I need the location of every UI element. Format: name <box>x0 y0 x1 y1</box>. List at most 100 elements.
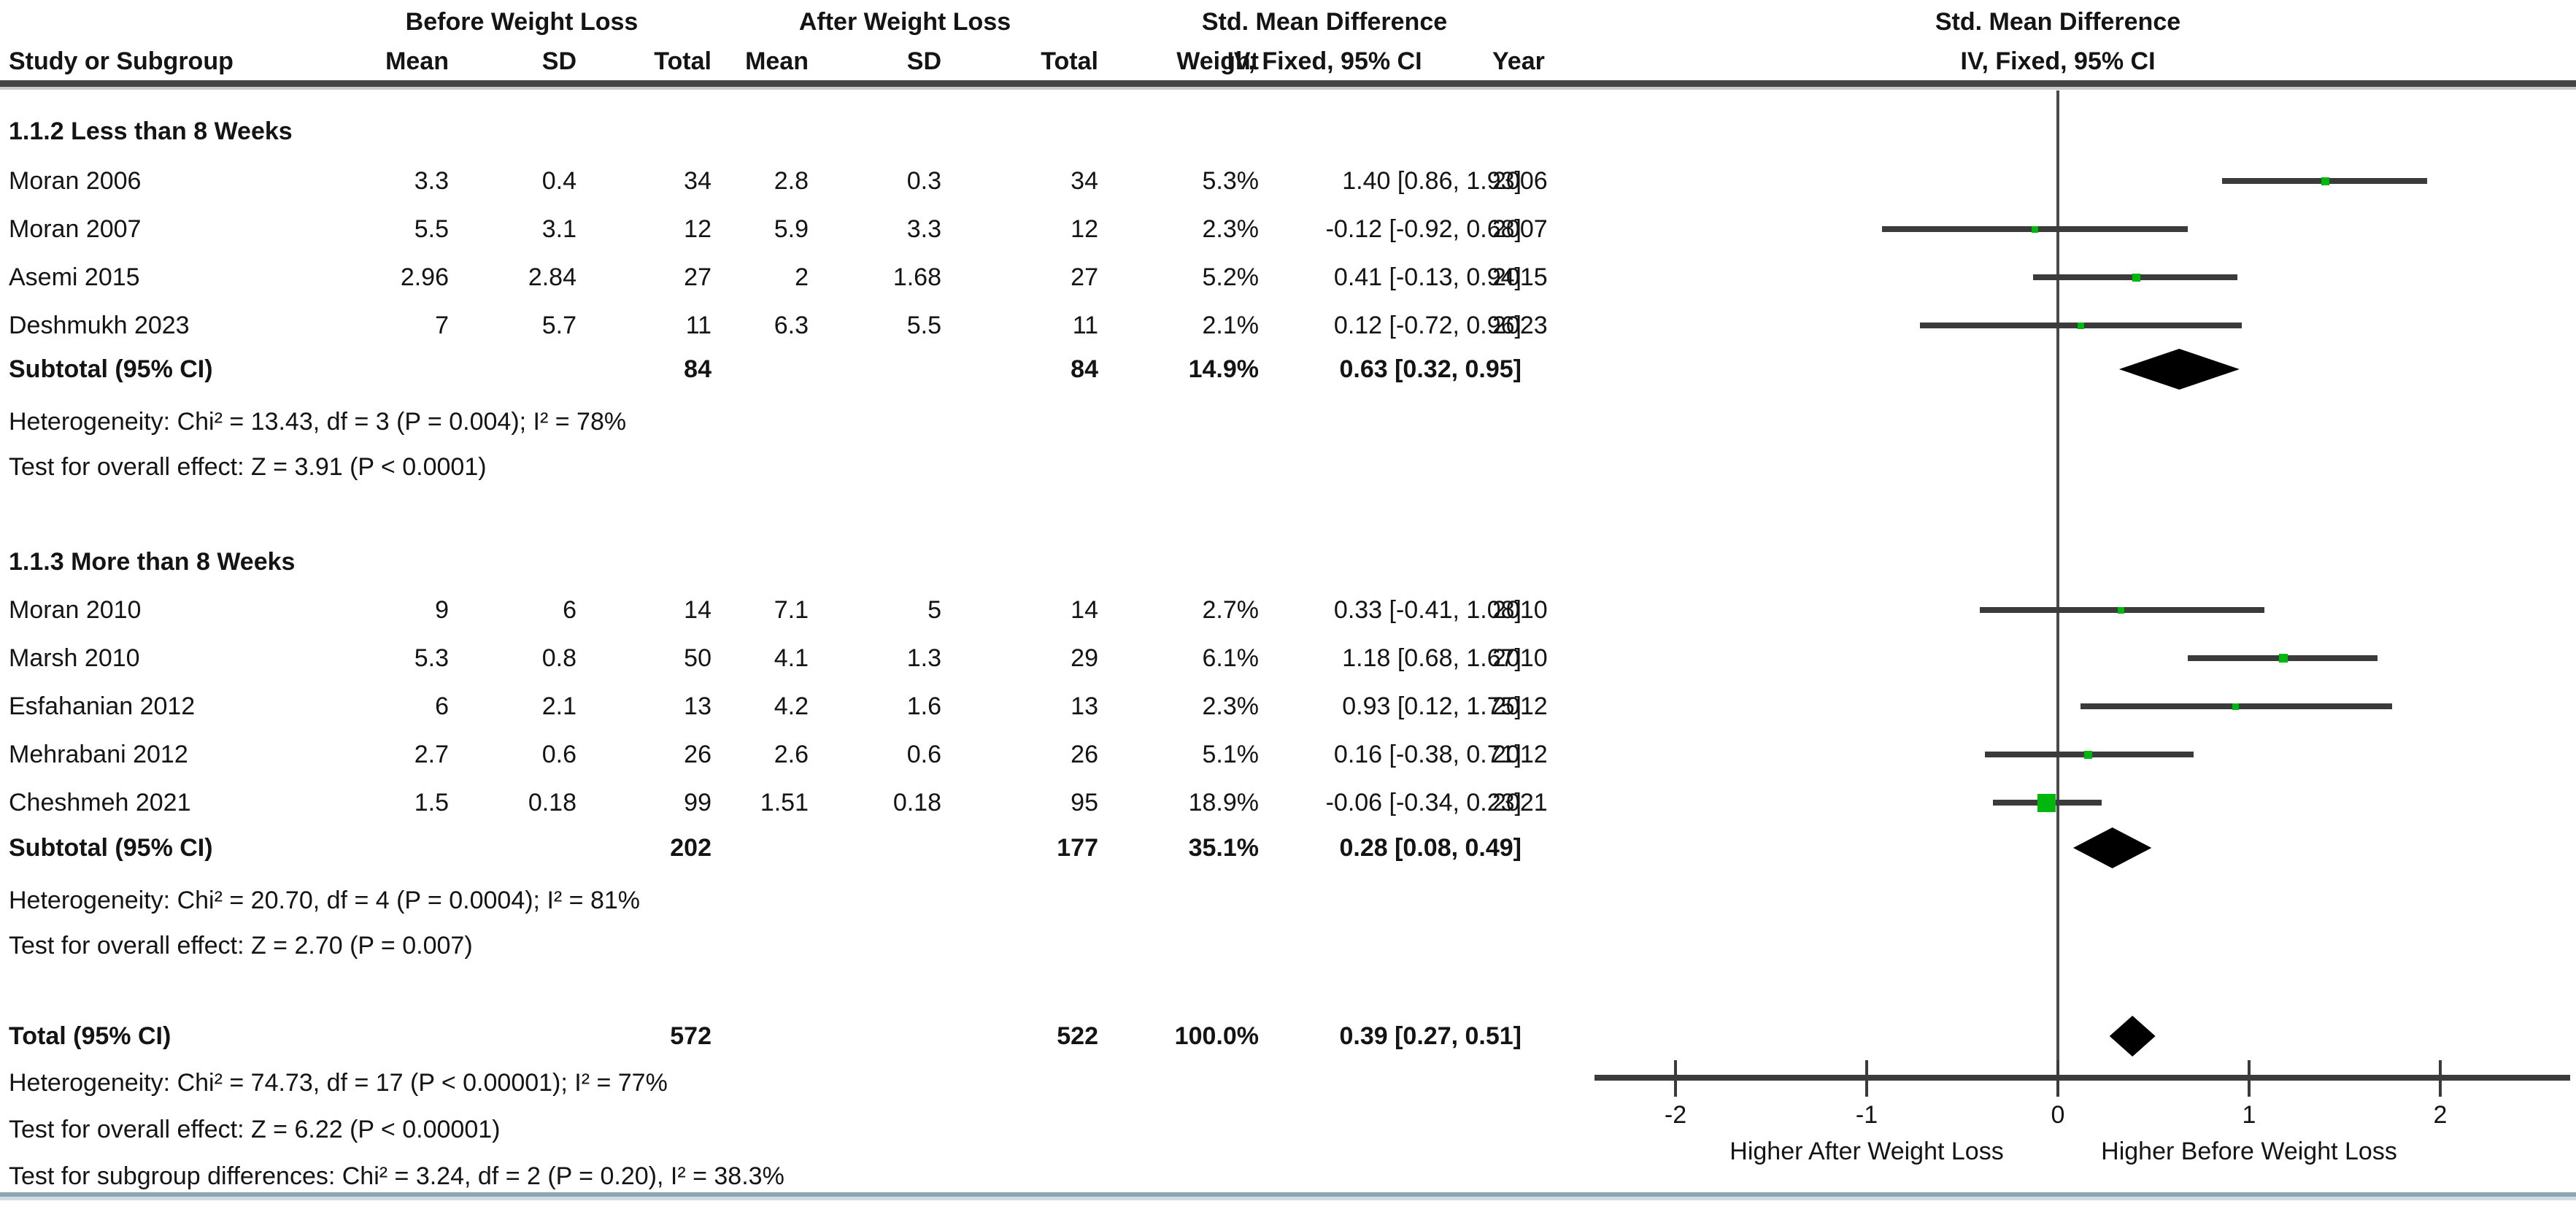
mean-before: 2.96 <box>400 263 449 291</box>
mean-before: 1.5 <box>414 789 449 816</box>
column-header-mean-after: Mean <box>745 47 809 75</box>
year-value: 2007 <box>1492 215 1548 243</box>
total-total-before: 572 <box>670 1022 712 1050</box>
study-name: Marsh 2010 <box>9 644 140 672</box>
effect-square-marker <box>2232 703 2240 710</box>
axis-label-right: Higher Before Weight Loss <box>2101 1138 2397 1165</box>
weight-percent: 2.1% <box>1202 312 1260 339</box>
total-before: 26 <box>684 741 712 768</box>
year-value: 2010 <box>1492 644 1548 672</box>
ci-text: 0.41 [-0.13, 0.94] <box>1333 263 1522 291</box>
total-before: 27 <box>684 263 712 291</box>
axis-tick <box>2248 1060 2251 1097</box>
effect-square-marker <box>2132 273 2140 282</box>
study-name: Mehrabani 2012 <box>9 741 188 768</box>
pooled-diamond <box>2109 1016 2156 1057</box>
subtotal-total-after: 84 <box>1071 355 1098 383</box>
axis-tick-label: 2 <box>2433 1101 2448 1129</box>
overall-effect-text: Test for overall effect: Z = 6.22 (P < 0… <box>9 1116 501 1143</box>
subtotal-weight: 35.1% <box>1188 834 1259 862</box>
ci-text: 0.93 [0.12, 1.75] <box>1342 692 1522 720</box>
column-group-after-weight-loss: After Weight Loss <box>798 8 1011 36</box>
column-header-ci: IV, Fixed, 95% CI <box>1227 47 1422 75</box>
sd-after: 0.3 <box>906 167 941 195</box>
mean-before: 5.5 <box>414 215 449 243</box>
sd-after: 1.6 <box>906 692 941 720</box>
subgroup-title: 1.1.2 Less than 8 Weeks <box>9 117 293 145</box>
total-after: 34 <box>1071 167 1098 195</box>
column-header-weight: Weight <box>1176 47 1259 75</box>
total-after: 14 <box>1071 596 1098 624</box>
effect-square-marker <box>2037 793 2056 812</box>
mean-after: 6.3 <box>774 312 809 339</box>
plot-title: Std. Mean Difference <box>1935 8 2181 36</box>
plot-subtitle: IV, Fixed, 95% CI <box>1960 47 2156 75</box>
ci-text: 0.33 [-0.41, 1.08] <box>1333 596 1522 624</box>
study-name: Esfahanian 2012 <box>9 692 196 720</box>
ci-text: -0.12 [-0.92, 0.68] <box>1325 215 1522 243</box>
column-header-sd-after: SD <box>906 47 941 75</box>
sd-after: 0.18 <box>892 789 941 816</box>
year-value: 2010 <box>1492 596 1548 624</box>
effect-square-marker <box>2321 177 2330 185</box>
total-before: 34 <box>684 167 712 195</box>
subtotal-label: Subtotal (95% CI) <box>9 355 213 383</box>
total-weight: 100.0% <box>1174 1022 1259 1050</box>
subgroup-differences-text: Test for subgroup differences: Chi² = 3.… <box>9 1162 784 1190</box>
weight-percent: 2.3% <box>1202 692 1260 720</box>
ci-text: -0.06 [-0.34, 0.23] <box>1325 789 1522 816</box>
column-header-sd-before: SD <box>541 47 576 75</box>
ci-text: 0.39 [0.27, 0.51] <box>1339 1022 1522 1050</box>
x-axis-line <box>1594 1075 2570 1081</box>
column-group-std-mean-difference: Std. Mean Difference <box>1201 8 1448 36</box>
axis-tick-label: -1 <box>1855 1101 1878 1129</box>
total-after: 29 <box>1071 644 1098 672</box>
total-label: Total (95% CI) <box>9 1022 171 1050</box>
sd-after: 5 <box>928 596 941 624</box>
sd-before: 0.6 <box>541 741 576 768</box>
effect-square-marker <box>2084 750 2093 759</box>
sd-before: 0.4 <box>541 167 576 195</box>
mean-after: 4.1 <box>774 644 809 672</box>
total-after: 95 <box>1071 789 1098 816</box>
mean-after: 4.2 <box>774 692 809 720</box>
heterogeneity-text: Heterogeneity: Chi² = 13.43, df = 3 (P =… <box>9 408 627 436</box>
sd-before: 2.1 <box>541 692 576 720</box>
total-before: 11 <box>685 312 712 339</box>
year-value: 2012 <box>1492 741 1548 768</box>
axis-label-left: Higher After Weight Loss <box>1729 1138 2004 1165</box>
total-after: 12 <box>1071 215 1098 243</box>
weight-percent: 5.3% <box>1202 167 1260 195</box>
header-divider <box>0 80 2576 90</box>
axis-tick-label: 1 <box>2242 1101 2256 1129</box>
total-before: 99 <box>684 789 712 816</box>
study-name: Deshmukh 2023 <box>9 312 190 339</box>
heterogeneity-text: Heterogeneity: Chi² = 20.70, df = 4 (P =… <box>9 887 641 914</box>
year-value: 2023 <box>1492 312 1548 339</box>
column-header-year: Year <box>1492 47 1545 75</box>
mean-after: 2.8 <box>774 167 809 195</box>
heterogeneity-text: Heterogeneity: Chi² = 74.73, df = 17 (P … <box>9 1069 668 1097</box>
ci-text: 1.18 [0.68, 1.67] <box>1342 644 1522 672</box>
subtotal-total-before: 84 <box>684 355 712 383</box>
axis-tick <box>1865 1060 1868 1097</box>
ci-text: 0.12 [-0.72, 0.96] <box>1333 312 1522 339</box>
mean-before: 9 <box>435 596 449 624</box>
study-name: Moran 2007 <box>9 215 142 243</box>
axis-tick-label: -2 <box>1664 1101 1687 1129</box>
sd-after: 3.3 <box>906 215 941 243</box>
subtotal-label: Subtotal (95% CI) <box>9 834 213 862</box>
total-after: 27 <box>1071 263 1098 291</box>
mean-before: 3.3 <box>414 167 449 195</box>
subtotal-total-after: 177 <box>1057 834 1098 862</box>
year-value: 2012 <box>1492 692 1548 720</box>
weight-percent: 5.1% <box>1202 741 1260 768</box>
subgroup-title: 1.1.3 More than 8 Weeks <box>9 548 296 576</box>
axis-tick <box>1674 1060 1677 1097</box>
axis-tick-label: 0 <box>2051 1101 2065 1129</box>
total-before: 12 <box>684 215 712 243</box>
sd-before: 0.8 <box>541 644 576 672</box>
zero-reference-line <box>2056 90 2059 1075</box>
total-before: 14 <box>684 596 712 624</box>
